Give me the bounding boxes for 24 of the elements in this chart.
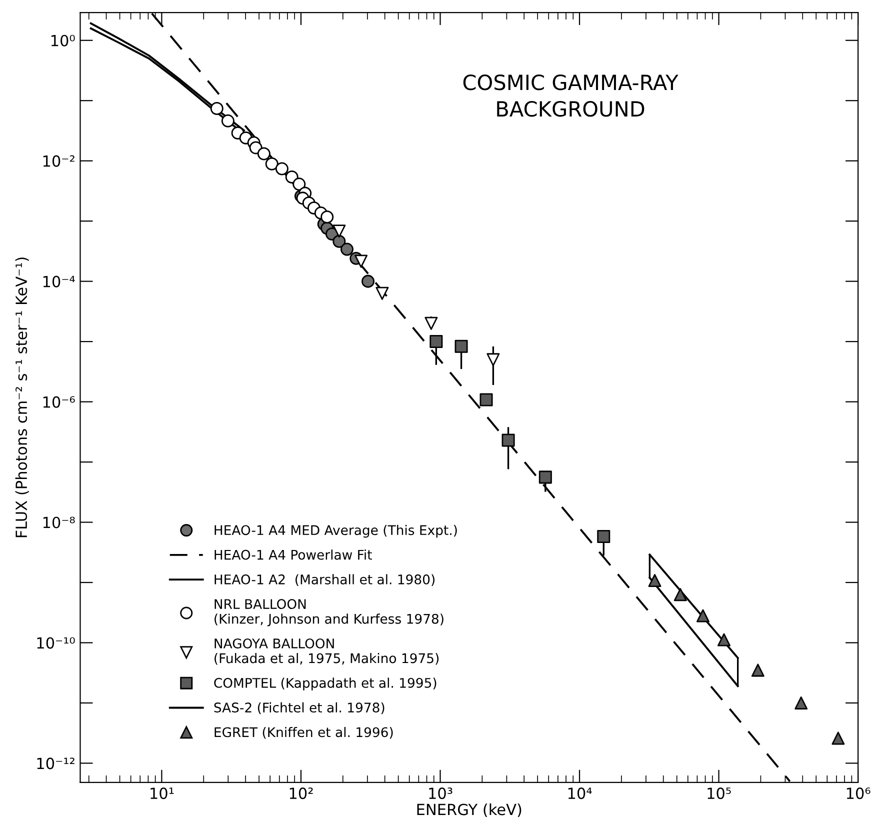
- x-tick-label: 10⁵: [708, 788, 731, 800]
- legend-label: HEAO-1 A4 MED Average (This Expt.): [214, 524, 457, 538]
- x-tick-label: 10¹: [150, 788, 174, 800]
- y-tick-label: 10⁻²: [43, 155, 74, 167]
- y-axis-title: FLUX (Photons cm⁻² s⁻¹ ster⁻¹ KeV⁻¹): [15, 258, 29, 538]
- legend-label: NAGOYA BALLOON (Fukada et al, 1975, Makino 1975): [214, 638, 439, 665]
- x-tick-label: 10⁶: [846, 788, 870, 800]
- legend-label: HEAO-1 A4 Powerlaw Fit: [214, 550, 372, 560]
- legend-label: COMPTEL (Kappadath et al. 1995): [214, 678, 436, 690]
- y-tick-label: 10⁻⁴: [43, 276, 75, 288]
- legend-label: NRL BALLOON (Kinzer, Johnson and Kurfess 1978): [214, 599, 444, 626]
- legend-label: SAS-2 (Fichtel et al. 1978): [214, 702, 384, 714]
- legend-label: HEAO-1 A2 (Marshall et al. 1980): [214, 574, 434, 586]
- y-tick-label: 10⁻¹²: [37, 758, 74, 770]
- x-tick-label: 10³: [429, 788, 452, 800]
- legend-label: EGRET (Kniffen et al. 1996): [214, 726, 393, 739]
- y-tick-label: 10⁻¹⁰: [37, 637, 75, 649]
- y-tick-label: 10⁰: [51, 34, 75, 46]
- x-tick-label: 10⁴: [568, 788, 592, 800]
- x-tick-label: 10²: [290, 788, 313, 800]
- y-tick-label: 10⁻⁶: [43, 396, 75, 408]
- text: COSMIC GAMMA-RAY BACKGROUND: [463, 74, 678, 117]
- y-tick-label: 10⁻⁸: [43, 516, 75, 528]
- x-axis-title: ENERGY (keV): [417, 803, 522, 818]
